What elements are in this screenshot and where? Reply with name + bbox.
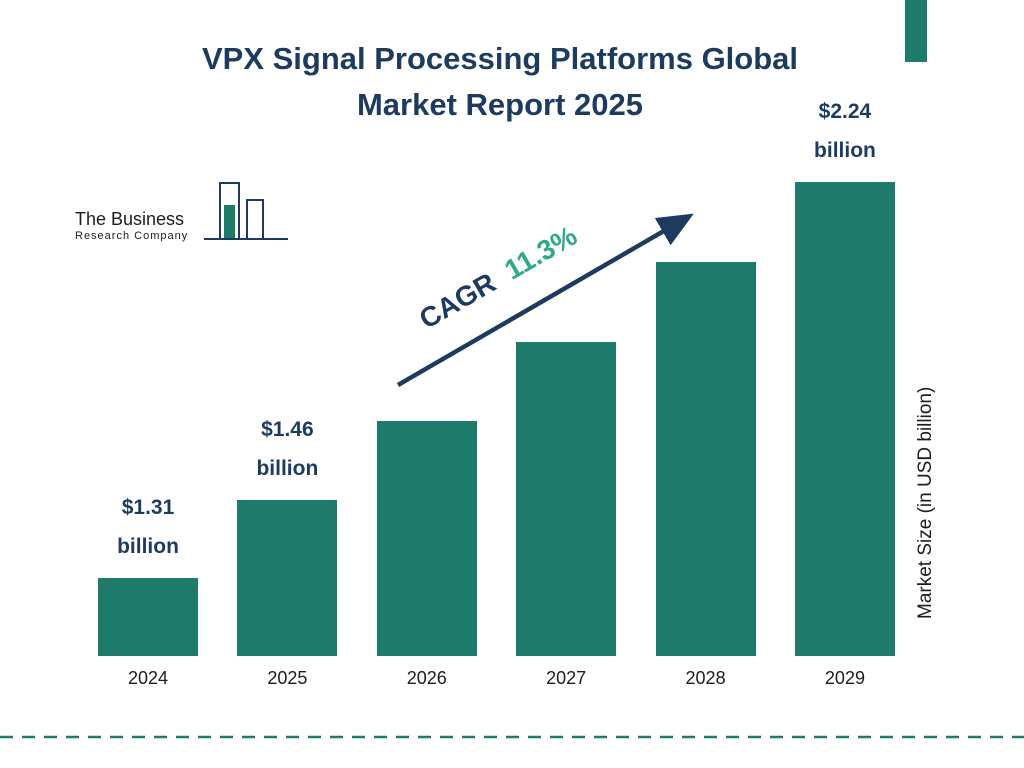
- bar-chart: $1.31 billion 2024 $1.46 billion 2025 2026 2027…: [98, 0, 895, 688]
- x-axis-label-2027: 2027: [546, 668, 587, 688]
- company-logo: The Business Research Company: [75, 180, 290, 244]
- x-axis-label-2028: 2028: [685, 668, 726, 688]
- value-label-2029: $2.24 billion: [814, 100, 876, 162]
- bar-column-2024: $1.31 billion 2024: [98, 0, 198, 688]
- bar-2024: [98, 578, 198, 656]
- chart-title-line1: VPX Signal Processing Platforms Global: [201, 41, 799, 76]
- bar-column-2027: 2027: [516, 0, 617, 688]
- bar-2025: [237, 500, 338, 656]
- x-axis-label-2025: 2025: [267, 668, 308, 688]
- bottom-dashed-divider: [0, 735, 1024, 739]
- bar-column-2029: $2.24 billion 2029: [794, 0, 895, 688]
- company-logo-text: The Business Research Company: [75, 209, 188, 244]
- bar-2029: [794, 182, 895, 656]
- logo-bar-chart-icon: [204, 182, 289, 240]
- bar-column-2028: 2028: [655, 0, 756, 688]
- bar-column-2026: 2026: [376, 0, 477, 688]
- x-axis-label-2026: 2026: [406, 668, 447, 688]
- top-right-accent-bar: [905, 0, 927, 62]
- x-axis-label-2024: 2024: [127, 668, 169, 688]
- x-axis-label-2029: 2029: [824, 668, 865, 688]
- bar-2026: [376, 421, 477, 656]
- value-label-2025: $1.46 billion: [256, 418, 319, 480]
- bar-2028: [655, 262, 756, 656]
- chart-title: VPX Signal Processing Platforms Global M…: [0, 36, 1000, 128]
- value-label-2024: $1.31 billion: [117, 496, 179, 558]
- logo-text-line2: Research Company: [75, 230, 189, 242]
- bar-2027: [516, 342, 617, 656]
- y-axis-label: Market Size (in USD billion): [915, 386, 936, 620]
- bar-column-2025: $1.46 billion 2025: [237, 0, 338, 688]
- chart-title-line2: Market Report 2025: [356, 87, 643, 122]
- logo-text-line1: The Business: [75, 209, 185, 229]
